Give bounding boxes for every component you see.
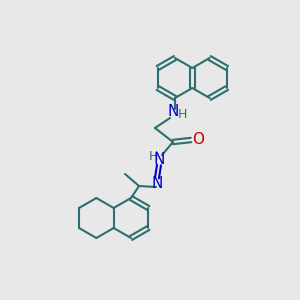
- Text: H: H: [148, 149, 158, 163]
- Text: N: N: [153, 152, 165, 167]
- Text: O: O: [192, 133, 204, 148]
- Text: H: H: [177, 109, 187, 122]
- Text: N: N: [151, 176, 163, 191]
- Text: N: N: [167, 104, 179, 119]
